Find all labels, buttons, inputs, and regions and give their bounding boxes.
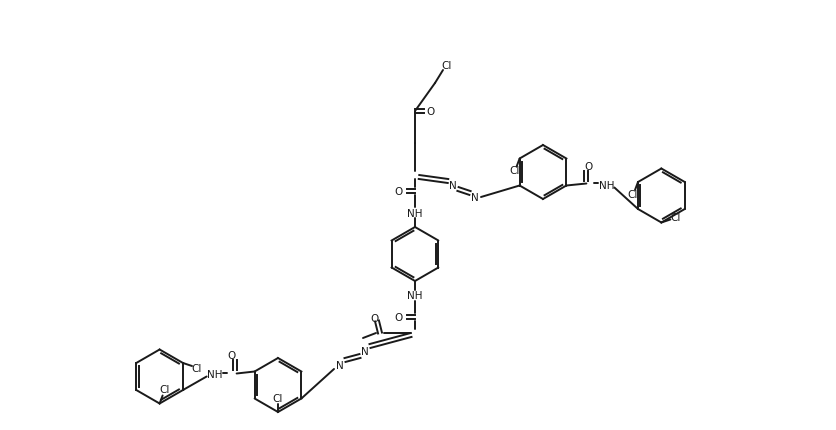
Text: Cl: Cl (627, 190, 637, 200)
Text: Cl: Cl (273, 393, 283, 403)
Text: O: O (584, 162, 592, 172)
Text: NH: NH (407, 209, 422, 218)
Text: NH: NH (206, 370, 222, 380)
Text: Cl: Cl (441, 61, 451, 71)
Text: N: N (360, 346, 369, 356)
Text: O: O (395, 312, 403, 322)
Text: Cl: Cl (670, 213, 680, 223)
Text: Cl: Cl (159, 384, 170, 395)
Text: N: N (471, 193, 478, 203)
Text: N: N (449, 181, 456, 190)
Text: NH: NH (407, 290, 422, 300)
Text: O: O (426, 107, 435, 117)
Text: N: N (336, 360, 344, 370)
Text: O: O (227, 351, 236, 361)
Text: O: O (370, 313, 379, 323)
Text: Cl: Cl (509, 166, 519, 176)
Text: O: O (395, 187, 403, 197)
Text: Cl: Cl (191, 363, 202, 373)
Text: NH: NH (598, 181, 614, 191)
